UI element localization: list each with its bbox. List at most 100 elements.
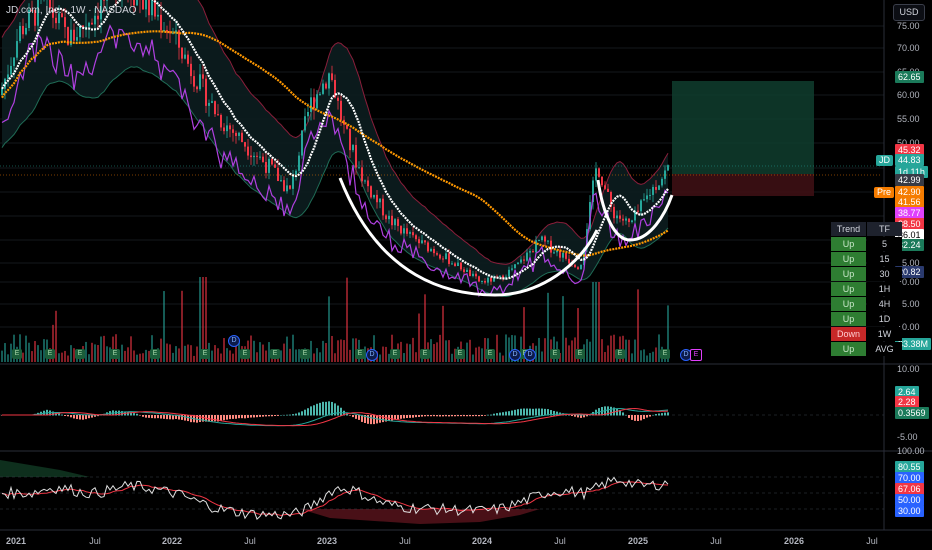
candle-body <box>145 0 147 10</box>
candle-body <box>604 185 606 189</box>
earnings-marker[interactable]: E <box>150 349 160 359</box>
price-tick-label: 75.00 <box>897 21 920 31</box>
position-stop-zone[interactable] <box>672 174 814 196</box>
candle-body <box>241 132 243 143</box>
earnings-marker[interactable]: E <box>615 349 625 359</box>
candle-body <box>151 0 153 16</box>
candle-body <box>466 269 468 273</box>
candle-body <box>409 232 411 234</box>
volume-bar <box>178 348 180 362</box>
macd-badge: 0.3569 <box>895 407 929 419</box>
earnings-marker[interactable]: E <box>75 349 85 359</box>
earnings-marker[interactable]: E <box>300 349 310 359</box>
earnings-marker[interactable]: E <box>12 349 22 359</box>
macd-histogram-bar <box>265 415 267 417</box>
candle-body <box>646 195 648 200</box>
volume-bar <box>160 338 162 362</box>
macd-histogram-bar <box>211 415 213 422</box>
macd-histogram-bar <box>175 415 177 419</box>
dividend-marker[interactable]: D <box>366 349 378 361</box>
macd-histogram-bar <box>226 415 228 420</box>
volume-bar <box>499 352 501 362</box>
macd-histogram-bar <box>58 413 60 416</box>
candle-body <box>367 180 369 187</box>
earnings-marker[interactable]: E <box>200 349 210 359</box>
candle-body <box>643 199 645 201</box>
volume-bar <box>262 344 264 362</box>
earnings-marker[interactable]: E <box>110 349 120 359</box>
trend-state: Up <box>831 342 866 356</box>
earnings-marker[interactable]: E <box>550 349 560 359</box>
badge-label-pre: Pre <box>874 187 895 198</box>
macd-histogram-bar <box>313 405 315 416</box>
price-badge: 42.90 <box>895 186 924 198</box>
candle-body <box>484 280 486 283</box>
candle-body <box>526 252 528 261</box>
macd-histogram-bar <box>319 402 321 416</box>
dividend-marker[interactable]: D <box>228 335 240 347</box>
symbol-title[interactable]: JD.com, Inc. · 1W · NASDAQ <box>6 5 137 16</box>
candle-body <box>664 170 666 179</box>
volume-bar <box>607 345 609 362</box>
candle-body <box>343 119 345 125</box>
cup-drawing[interactable] <box>338 177 599 297</box>
earnings-marker[interactable]: E <box>420 349 430 359</box>
volume-bar <box>217 348 219 362</box>
volume-bar <box>61 352 63 362</box>
earnings-marker[interactable]: E <box>270 349 280 359</box>
macd-histogram-bar <box>247 415 249 418</box>
earnings-marker[interactable]: E <box>485 349 495 359</box>
position-target-zone[interactable] <box>672 81 814 174</box>
candle-body <box>175 30 177 33</box>
volume-bar <box>214 345 216 362</box>
earnings-marker[interactable]: E <box>355 349 365 359</box>
volume-bar <box>253 340 255 362</box>
macd-histogram-bar <box>556 411 558 416</box>
volume-bar <box>316 348 318 362</box>
future-earnings-marker[interactable]: E <box>690 349 702 361</box>
macd-histogram-bar <box>220 415 222 421</box>
macd-histogram-bar <box>139 415 141 416</box>
volume-bar <box>202 277 204 362</box>
earnings-marker[interactable]: E <box>455 349 465 359</box>
price-badge: 62.65 <box>895 71 924 83</box>
volume-bar <box>481 348 483 362</box>
macd-histogram-bar <box>367 415 369 424</box>
dividend-marker[interactable]: D <box>524 349 536 361</box>
volume-bar <box>646 355 648 362</box>
time-tick-label: 2022 <box>161 536 183 546</box>
macd-histogram-bar <box>64 415 66 416</box>
candle-body <box>67 27 69 45</box>
candle-body <box>313 97 315 109</box>
dividend-marker[interactable]: D <box>509 349 521 361</box>
macd-histogram-bar <box>400 415 402 419</box>
currency-button[interactable]: USD <box>893 4 925 21</box>
candle-body <box>340 100 342 120</box>
rsi-overbought-fill <box>0 460 90 477</box>
candle-body <box>499 275 501 278</box>
earnings-marker[interactable]: E <box>575 349 585 359</box>
volume-bar <box>184 345 186 362</box>
candle-body <box>223 127 225 132</box>
macd-histogram-bar <box>574 415 576 417</box>
price-tick-label: 70.00 <box>897 43 920 53</box>
macd-histogram-bar <box>472 415 474 417</box>
candle-body <box>640 200 642 212</box>
candle-body <box>250 155 252 158</box>
volume-bar <box>139 353 141 362</box>
handle-drawing[interactable] <box>596 179 674 242</box>
volume-bar <box>622 335 624 362</box>
macd-histogram-bar <box>649 415 651 417</box>
earnings-marker[interactable]: E <box>660 349 670 359</box>
earnings-marker[interactable]: E <box>390 349 400 359</box>
candle-body <box>196 86 198 90</box>
macd-histogram-bar <box>502 412 504 416</box>
volume-bar <box>418 313 420 362</box>
candle-body <box>634 210 636 221</box>
macd-histogram-bar <box>289 414 291 416</box>
volume-bar <box>43 339 45 362</box>
earnings-marker[interactable]: E <box>45 349 55 359</box>
macd-histogram-bar <box>154 415 156 419</box>
earnings-marker[interactable]: E <box>240 349 250 359</box>
